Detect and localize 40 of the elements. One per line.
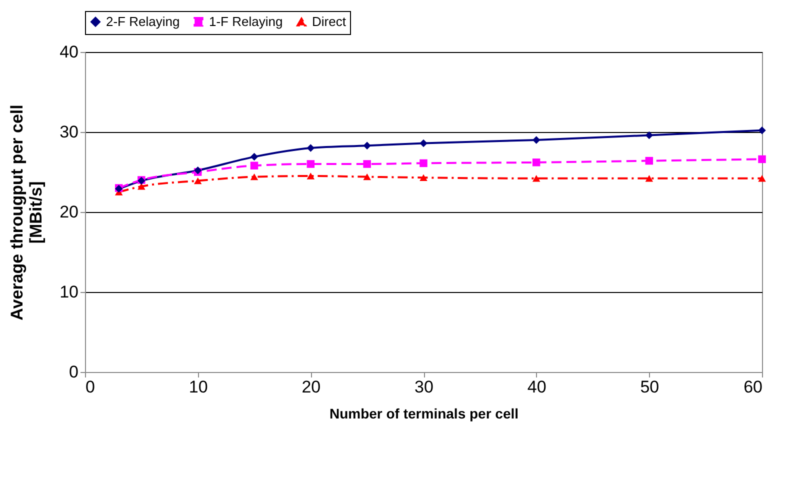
point — [758, 155, 766, 164]
y-tick-label: 20 — [60, 202, 78, 222]
point — [363, 142, 371, 150]
point — [363, 160, 371, 168]
y-axis-title: Average througput per cell [MBit/s] — [8, 104, 46, 320]
point — [645, 131, 654, 140]
point — [420, 139, 428, 148]
point — [250, 152, 258, 161]
point — [306, 160, 315, 168]
x-axis-title: Number of terminals per cell — [329, 406, 519, 422]
point — [250, 162, 258, 170]
y-tick-label: 30 — [60, 122, 78, 142]
point — [758, 175, 766, 182]
point — [420, 174, 428, 181]
point — [532, 158, 540, 166]
legend-label: 1-F Relaying — [209, 14, 283, 29]
point — [532, 175, 540, 182]
y-tick-label: 10 — [60, 282, 78, 302]
x-tick-label: 50 — [640, 378, 660, 396]
y-tick-label: 0 — [69, 362, 78, 382]
point — [194, 177, 202, 184]
x-tick-label: 10 — [188, 378, 208, 396]
point — [250, 173, 258, 180]
point — [758, 126, 766, 134]
point — [306, 172, 315, 180]
x-tick-label: 60 — [744, 378, 762, 396]
x-tick-label: 30 — [414, 378, 434, 396]
point — [532, 136, 540, 144]
point — [363, 173, 371, 180]
x-tick-label: 40 — [527, 378, 546, 396]
x-tick-label: 0 — [86, 378, 95, 396]
point — [645, 156, 654, 165]
point — [138, 183, 146, 190]
point — [645, 175, 654, 182]
x-tick-label: 20 — [302, 378, 321, 396]
point — [306, 144, 315, 152]
y-tick-label: 40 — [60, 42, 78, 62]
legend-label: 2-F Relaying — [106, 14, 180, 29]
legend-label: Direct — [312, 14, 346, 30]
point — [420, 159, 428, 168]
